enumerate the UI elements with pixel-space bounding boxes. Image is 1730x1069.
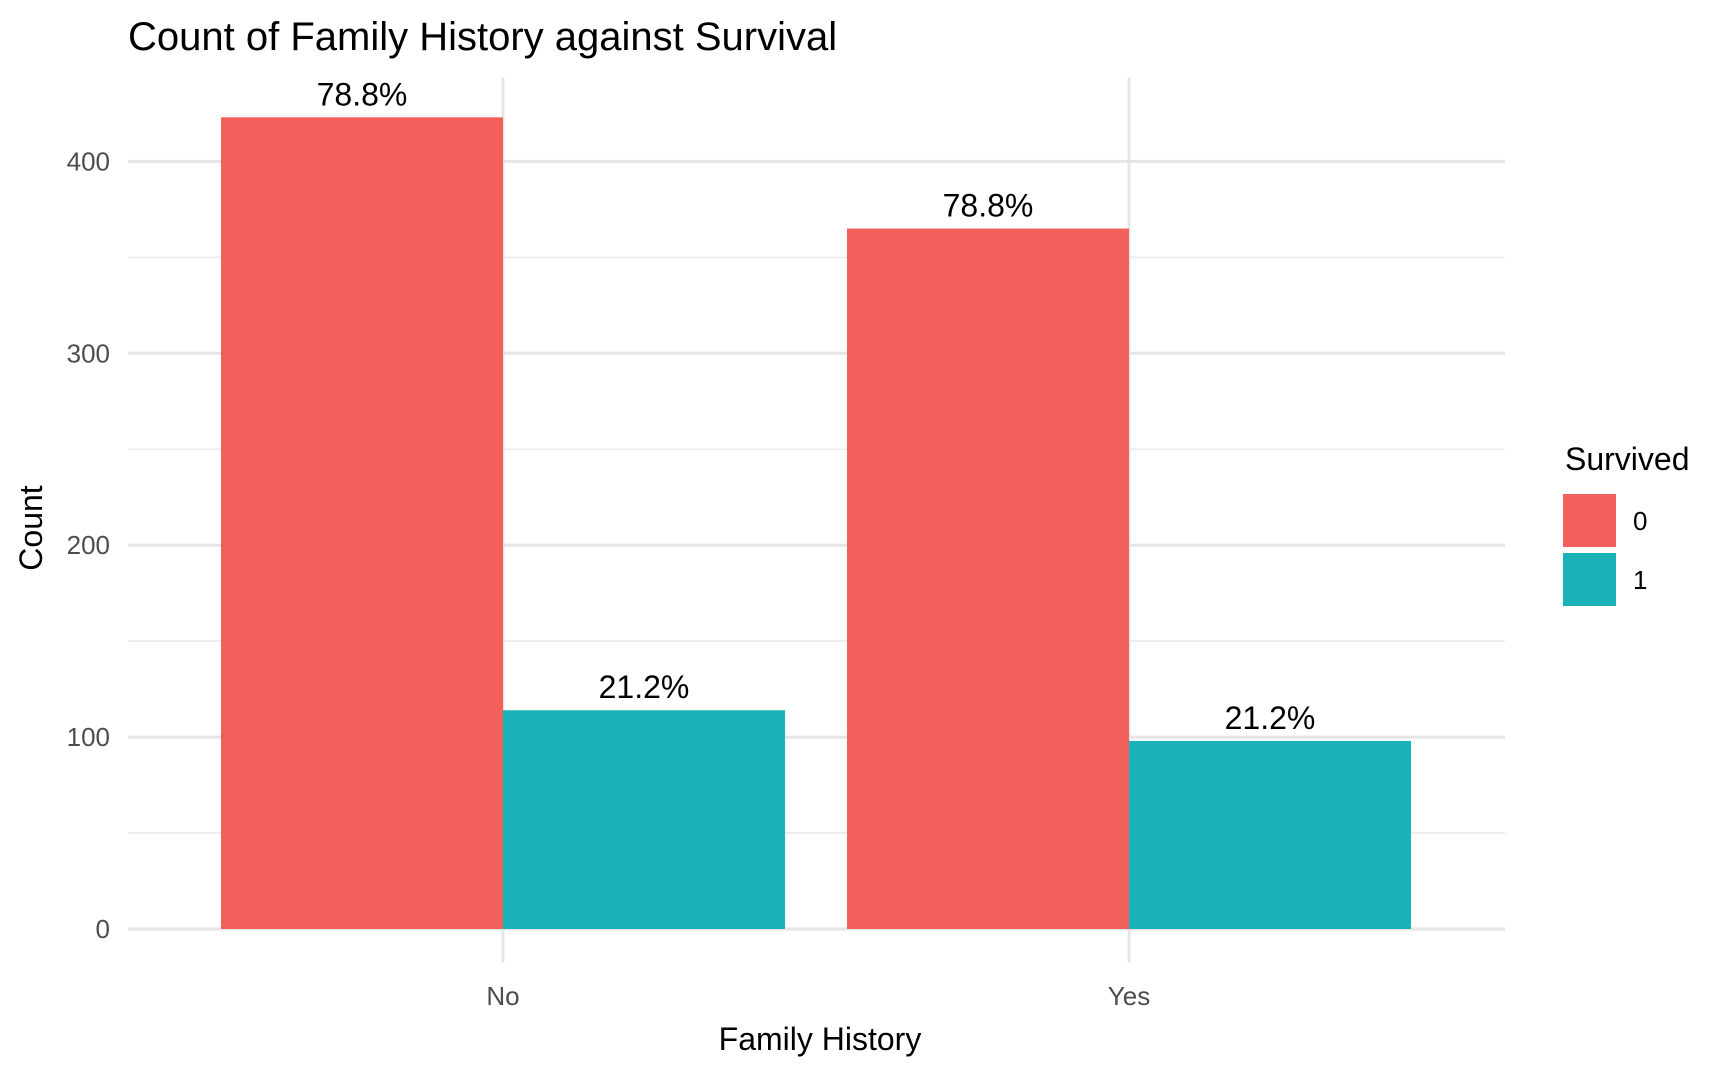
bar-data-label: 78.8% xyxy=(317,76,408,112)
legend-title: Survived xyxy=(1565,441,1690,477)
legend-label: 1 xyxy=(1633,565,1647,595)
legend: Survived 0 1 xyxy=(1563,441,1690,606)
y-tick-label: 100 xyxy=(67,722,110,752)
bar-labels: 78.8% 21.2% 78.8% 21.2% xyxy=(317,76,1316,736)
bar-data-label: 78.8% xyxy=(943,188,1034,224)
bars xyxy=(221,117,1411,929)
bar-data-label: 21.2% xyxy=(1225,700,1316,736)
legend-key-0 xyxy=(1563,494,1616,547)
y-tick-label: 200 xyxy=(67,530,110,560)
bar-no-survived-0 xyxy=(221,117,503,929)
x-axis-ticks: No Yes xyxy=(486,981,1150,1011)
bar-yes-survived-0 xyxy=(847,228,1129,929)
legend-key-1 xyxy=(1563,553,1616,606)
y-tick-label: 0 xyxy=(96,914,110,944)
bar-data-label: 21.2% xyxy=(599,669,690,705)
bar-yes-survived-1 xyxy=(1129,740,1411,929)
x-axis-title: Family History xyxy=(719,1021,922,1057)
legend-label: 0 xyxy=(1633,506,1647,536)
y-axis-title: Count xyxy=(13,485,49,571)
y-axis-ticks: 0 100 200 300 400 xyxy=(67,146,110,944)
x-tick-label: No xyxy=(486,981,519,1011)
x-tick-label: Yes xyxy=(1108,981,1150,1011)
y-tick-label: 400 xyxy=(67,146,110,176)
bar-no-survived-1 xyxy=(503,710,785,929)
chart-title: Count of Family History against Survival xyxy=(128,15,837,59)
y-tick-label: 300 xyxy=(67,338,110,368)
